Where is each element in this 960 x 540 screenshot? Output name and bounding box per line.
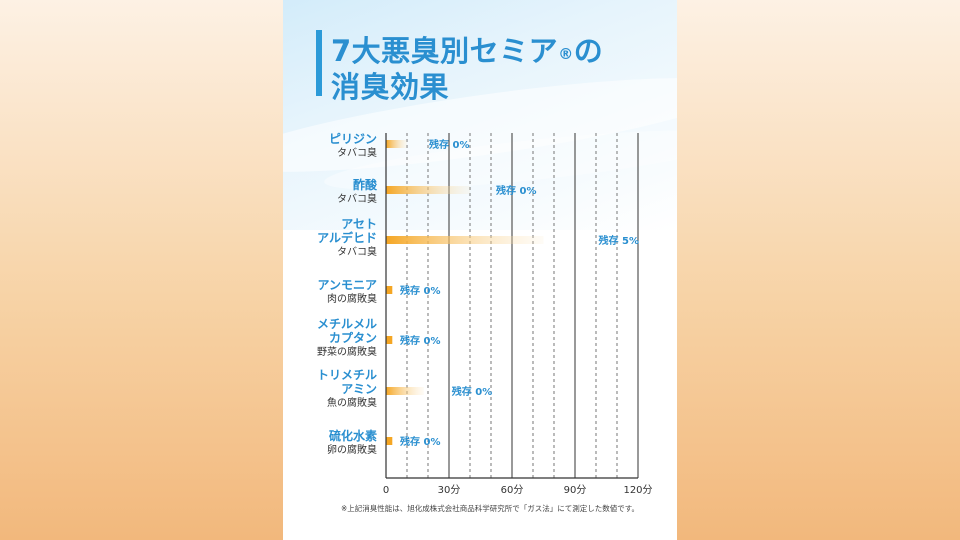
x-tick-label: 30分 (438, 484, 461, 496)
chart-title-line2: 消臭効果 (331, 70, 450, 104)
footnote: ※上記消臭性能は、旭化成株式会社商品科学研究所で「ガス法」にて測定した数値です。 (341, 504, 640, 513)
category-label: 酢酸 (353, 177, 378, 192)
category-label: カプタン (329, 330, 377, 345)
category-label: アセト (341, 217, 377, 231)
x-tick-label: 60分 (501, 484, 524, 496)
card-background (283, 0, 677, 230)
data-label: 残存 0% (400, 284, 440, 297)
data-label: 残存 0% (400, 334, 440, 347)
category-label: アミン (341, 382, 377, 396)
category-sublabel: 肉の腐敗臭 (327, 292, 377, 305)
data-label: 残存 0% (496, 184, 536, 197)
category-sublabel: タバコ臭 (337, 245, 377, 258)
category-sublabel: 魚の腐敗臭 (327, 396, 377, 409)
data-label: 残存 5% (599, 234, 639, 247)
data-label: 残存 0% (429, 138, 469, 151)
data-bar (386, 186, 470, 194)
category-sublabel: タバコ臭 (337, 192, 377, 205)
category-sublabel: 卵の腐敗臭 (327, 443, 377, 456)
category-label: 硫化水素 (329, 428, 377, 443)
x-tick-label: 120分 (623, 484, 652, 496)
title-accent-bar (316, 30, 322, 96)
category-label: アルデヒド (317, 230, 377, 245)
data-bar (386, 286, 393, 294)
category-sublabel: 野菜の腐敗臭 (317, 345, 377, 358)
data-label: 残存 0% (452, 385, 492, 398)
data-bar (386, 437, 393, 445)
category-label: アンモニア (317, 278, 377, 292)
category-sublabel: タバコ臭 (337, 146, 377, 159)
category-label: メチルメル (317, 317, 377, 331)
chart-title-line1: 7大悪臭別セミア®の (331, 34, 604, 68)
data-bar (386, 387, 424, 395)
data-bar (386, 140, 407, 148)
chart-card: 7大悪臭別セミア®の 消臭効果 残存 0% ピリジン タバコ臭 残存 0% 酢酸 タバコ臭… (283, 0, 677, 540)
category-label: ピリジン (329, 132, 377, 146)
x-tick-label: 90分 (564, 484, 587, 496)
data-bar (386, 336, 393, 344)
category-label: トリメチル (317, 368, 377, 382)
data-label: 残存 0% (400, 435, 440, 448)
data-bar (386, 236, 544, 244)
x-tick-label: 0 (383, 485, 389, 496)
